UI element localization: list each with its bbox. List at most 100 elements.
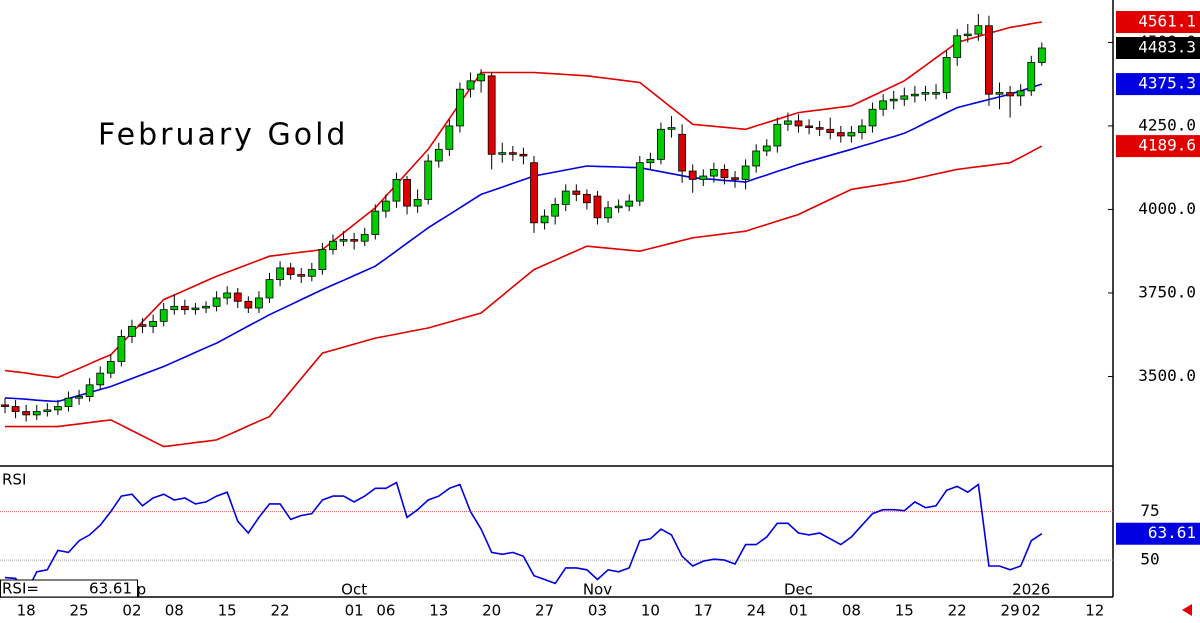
x-tick-label: 15 xyxy=(218,602,237,620)
candle-body xyxy=(699,175,708,180)
value-marker xyxy=(1116,11,1200,34)
candle-body xyxy=(604,207,612,219)
candle-body xyxy=(1037,47,1046,63)
candle-body xyxy=(762,145,771,152)
scroll-arrow[interactable] xyxy=(1182,604,1192,616)
month-label: Nov xyxy=(583,581,612,599)
value-marker-label: 4483.3 xyxy=(1138,38,1196,57)
x-tick-label: 01 xyxy=(345,602,364,620)
candle-body xyxy=(255,297,263,309)
candle-body xyxy=(561,190,570,205)
candle-body xyxy=(32,411,41,416)
chart-title: February Gold xyxy=(98,118,348,153)
candle-body xyxy=(85,384,94,397)
band-line xyxy=(5,145,1043,448)
value-marker-label: 4375.3 xyxy=(1138,74,1196,93)
candle-body xyxy=(635,162,644,202)
candle-body xyxy=(191,307,200,311)
candle-body xyxy=(921,92,930,95)
candle-body xyxy=(159,309,168,322)
candle-body xyxy=(508,152,517,155)
candle-body xyxy=(54,406,62,411)
x-tick-label: 22 xyxy=(948,602,967,620)
candle-body xyxy=(593,195,602,219)
candle-body xyxy=(1016,90,1025,97)
candle-body xyxy=(339,239,348,242)
candle-body xyxy=(932,92,940,95)
candle-body xyxy=(117,335,126,362)
x-tick-label: 18 xyxy=(17,602,36,620)
candle-body xyxy=(149,320,158,327)
month-label: Dec xyxy=(784,581,813,599)
candle-body xyxy=(900,95,909,100)
candle-body xyxy=(530,162,538,224)
candle-body xyxy=(731,177,739,180)
candle-body xyxy=(1,404,9,407)
value-marker-label: 4561.1 xyxy=(1138,12,1196,31)
candle-body xyxy=(106,361,115,374)
x-tick-label: 22 xyxy=(271,602,290,620)
candle-body xyxy=(1006,92,1014,97)
candle-body xyxy=(667,127,676,130)
x-tick-label: 15 xyxy=(895,602,914,620)
candle-body xyxy=(487,75,496,155)
x-tick-label: 29 xyxy=(1001,602,1020,620)
candle-body xyxy=(583,194,591,204)
candle-body xyxy=(212,297,221,307)
x-tick-label: 13 xyxy=(429,602,448,620)
candle-body xyxy=(22,411,31,416)
candle-body xyxy=(794,120,803,127)
candle-body xyxy=(371,210,380,235)
candle-body xyxy=(202,305,210,309)
candle-body xyxy=(910,93,919,97)
candle-body xyxy=(995,92,1004,95)
candle-body xyxy=(233,292,242,302)
candle-body xyxy=(858,125,866,134)
value-marker xyxy=(1116,73,1200,96)
x-tick-label: 20 xyxy=(482,602,501,620)
candle-body xyxy=(477,73,486,82)
x-tick-label: 12 xyxy=(1085,602,1104,620)
candle-body xyxy=(953,35,962,58)
candle-body xyxy=(657,128,665,160)
candle-body xyxy=(646,158,655,164)
candle-body xyxy=(741,165,750,180)
value-marker xyxy=(1116,135,1200,158)
candle-body xyxy=(847,132,856,137)
candle-body xyxy=(963,33,972,37)
x-tick-label: 02 xyxy=(122,602,141,620)
y-tick-label: 4250.0 xyxy=(1138,115,1196,134)
candle-body xyxy=(424,160,433,200)
candle-body xyxy=(942,57,951,93)
candle-body xyxy=(403,178,411,207)
candle-body xyxy=(879,100,888,110)
x-tick-label: 24 xyxy=(747,602,766,620)
value-marker xyxy=(1116,522,1200,545)
candle-body xyxy=(752,150,761,167)
rsi-readout-label: RSI= xyxy=(2,580,39,598)
candle-body xyxy=(466,80,475,90)
candle-body xyxy=(805,125,813,129)
y-tick-label: 3500.0 xyxy=(1138,366,1196,385)
candle-body xyxy=(826,128,835,134)
candle-body xyxy=(498,152,507,155)
candle-body xyxy=(1027,62,1036,92)
x-tick-label: 02 xyxy=(1022,602,1041,620)
candle-body xyxy=(318,249,327,270)
candle-body xyxy=(96,372,105,386)
candle-body xyxy=(540,215,549,224)
candle-body xyxy=(551,204,560,217)
x-tick-label: 10 xyxy=(641,602,660,620)
candle-body xyxy=(307,269,316,277)
candle-body xyxy=(709,168,718,177)
candle-body xyxy=(815,127,824,130)
y-tick-label: 50 xyxy=(1140,550,1159,569)
candle-body xyxy=(413,199,422,207)
value-marker-label: 4189.6 xyxy=(1138,136,1196,155)
rsi-readout-box xyxy=(0,579,138,598)
x-tick-label: 17 xyxy=(694,602,713,620)
value-marker xyxy=(1116,37,1200,60)
candle-body xyxy=(773,123,782,147)
